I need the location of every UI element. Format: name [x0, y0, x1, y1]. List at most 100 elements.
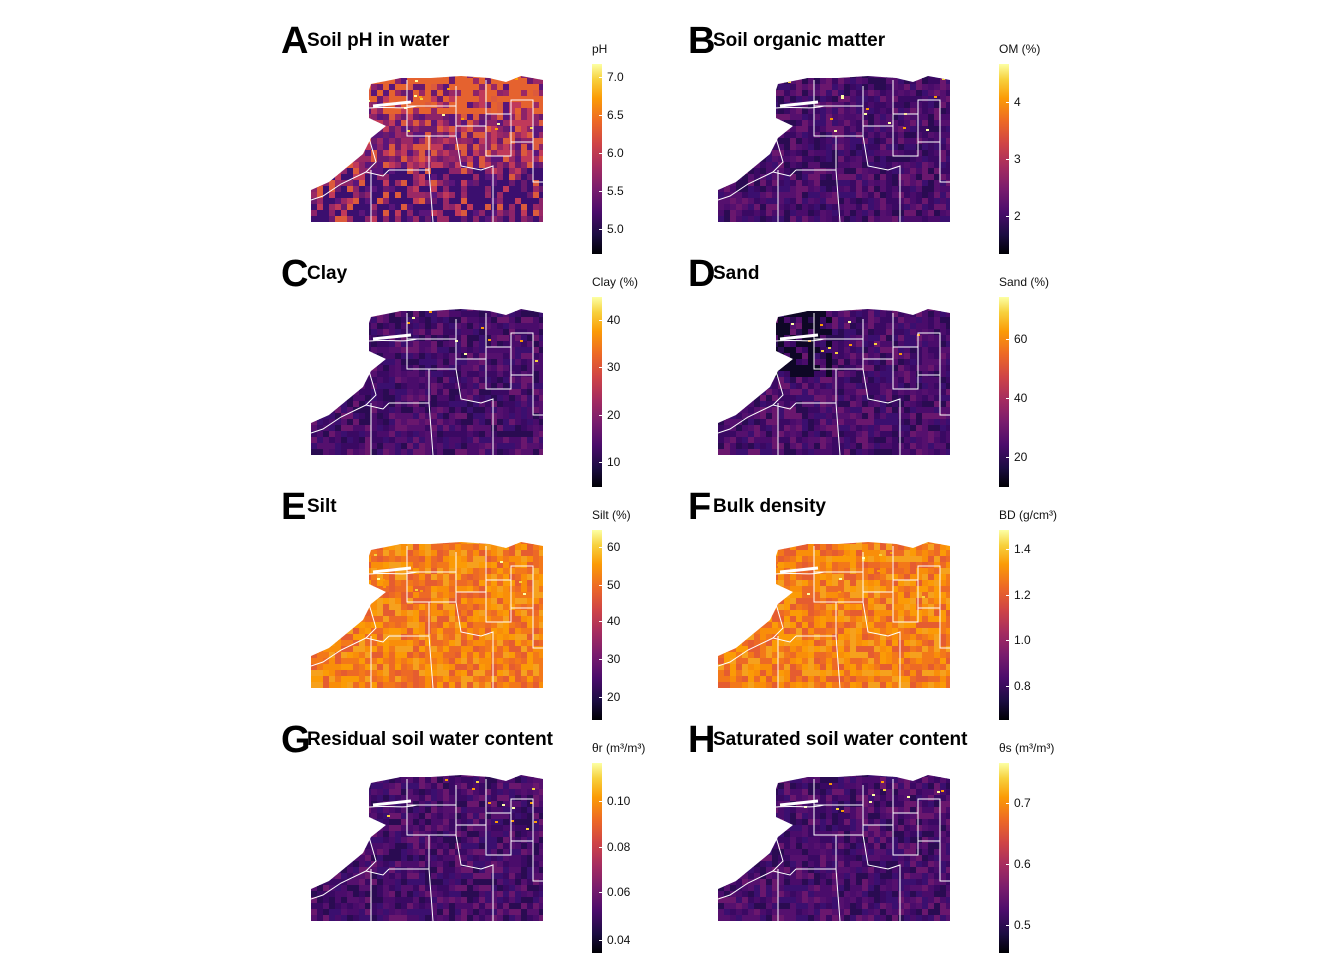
- raster-hotspot: [340, 83, 343, 85]
- raster-cell: [383, 556, 390, 563]
- raster-cell: [934, 335, 941, 342]
- raster-cell: [317, 646, 324, 653]
- raster-cell: [371, 156, 378, 163]
- raster-cell: [437, 198, 444, 205]
- raster-cell: [724, 407, 731, 414]
- raster-cell: [826, 108, 833, 115]
- raster-cell: [347, 76, 354, 79]
- raster-cell: [413, 120, 420, 127]
- raster-cell: [808, 210, 815, 217]
- raster-cell: [748, 341, 755, 348]
- raster-cell: [820, 383, 827, 390]
- raster-cell: [527, 640, 534, 647]
- raster-cell: [754, 168, 761, 175]
- raster-cell: [868, 431, 875, 438]
- raster-cell: [455, 622, 462, 629]
- raster-cell: [497, 180, 504, 187]
- raster-cell: [868, 156, 875, 163]
- raster-cell: [365, 96, 372, 103]
- raster-cell: [383, 419, 390, 426]
- raster-cell: [347, 138, 354, 145]
- raster-cell: [862, 431, 869, 438]
- raster-cell: [946, 114, 950, 121]
- raster-cell: [353, 198, 360, 205]
- admin-boundary: [836, 113, 950, 183]
- raster-cell: [329, 198, 336, 205]
- raster-cell: [485, 598, 492, 605]
- raster-cell: [311, 144, 318, 151]
- raster-cell: [347, 78, 354, 85]
- raster-cell: [832, 198, 839, 205]
- admin-boundary: [813, 313, 837, 403]
- colorbar: [999, 64, 1009, 254]
- raster-cell: [425, 449, 432, 455]
- raster-cell: [862, 138, 869, 145]
- raster-cell: [413, 192, 420, 199]
- raster-cell: [413, 168, 420, 175]
- raster-cell: [766, 359, 773, 366]
- raster-cell: [850, 401, 857, 408]
- raster-cell: [886, 78, 893, 85]
- raster-cell: [395, 574, 402, 581]
- raster-cell: [742, 180, 749, 187]
- raster-cell: [419, 347, 426, 354]
- raster-cell: [886, 407, 893, 414]
- raster-cell: [317, 592, 324, 599]
- raster-cell: [437, 317, 444, 324]
- raster-cell: [377, 580, 384, 587]
- raster-cell: [934, 210, 941, 217]
- raster-cell: [437, 359, 444, 366]
- raster-cell: [742, 437, 749, 444]
- raster-cell: [353, 419, 360, 426]
- raster-cell: [467, 90, 474, 97]
- raster-cell: [443, 622, 450, 629]
- raster-cell: [503, 544, 510, 551]
- raster-cell: [311, 622, 318, 629]
- raster-cell: [515, 542, 522, 545]
- raster-cell: [395, 210, 402, 217]
- raster-cell: [838, 413, 845, 420]
- raster-cell: [335, 126, 342, 133]
- raster-cell: [820, 443, 827, 450]
- raster-cell: [808, 150, 815, 157]
- raster-cell: [796, 180, 803, 187]
- raster-cell: [928, 371, 935, 378]
- raster-cell: [419, 443, 426, 450]
- raster-cell: [437, 84, 444, 91]
- raster-cell: [347, 413, 354, 420]
- raster-cell: [365, 132, 372, 139]
- raster-cell: [329, 371, 336, 378]
- raster-cell: [515, 210, 522, 217]
- raster-cell: [874, 138, 881, 145]
- raster-cell: [401, 192, 408, 199]
- raster-cell: [335, 431, 342, 438]
- raster-cell: [778, 84, 785, 91]
- raster-cell: [329, 389, 336, 396]
- raster-cell: [377, 132, 384, 139]
- raster-cell: [760, 389, 767, 396]
- raster-cell: [886, 168, 893, 175]
- raster-cell: [820, 431, 827, 438]
- raster-cell: [503, 138, 510, 145]
- raster-cell: [832, 347, 839, 354]
- raster-cell: [802, 108, 809, 115]
- admin-boundary: [718, 404, 774, 434]
- raster-cell: [377, 628, 384, 635]
- raster-cell: [952, 96, 958, 103]
- raster-cell: [395, 90, 402, 97]
- raster-cell: [874, 425, 881, 432]
- raster-cell: [359, 598, 366, 605]
- raster-cell: [359, 78, 366, 85]
- raster-cell: [311, 383, 318, 390]
- raster-cell: [760, 96, 767, 103]
- raster-cell: [443, 640, 450, 647]
- raster-cell: [916, 120, 923, 127]
- raster-cell: [509, 544, 516, 551]
- raster-cell: [395, 628, 402, 635]
- raster-cell: [850, 210, 857, 217]
- raster-cell: [868, 437, 875, 444]
- raster-cell: [461, 311, 468, 318]
- raster-cell: [413, 329, 420, 336]
- raster-cell: [437, 401, 444, 408]
- raster-cell: [928, 425, 935, 432]
